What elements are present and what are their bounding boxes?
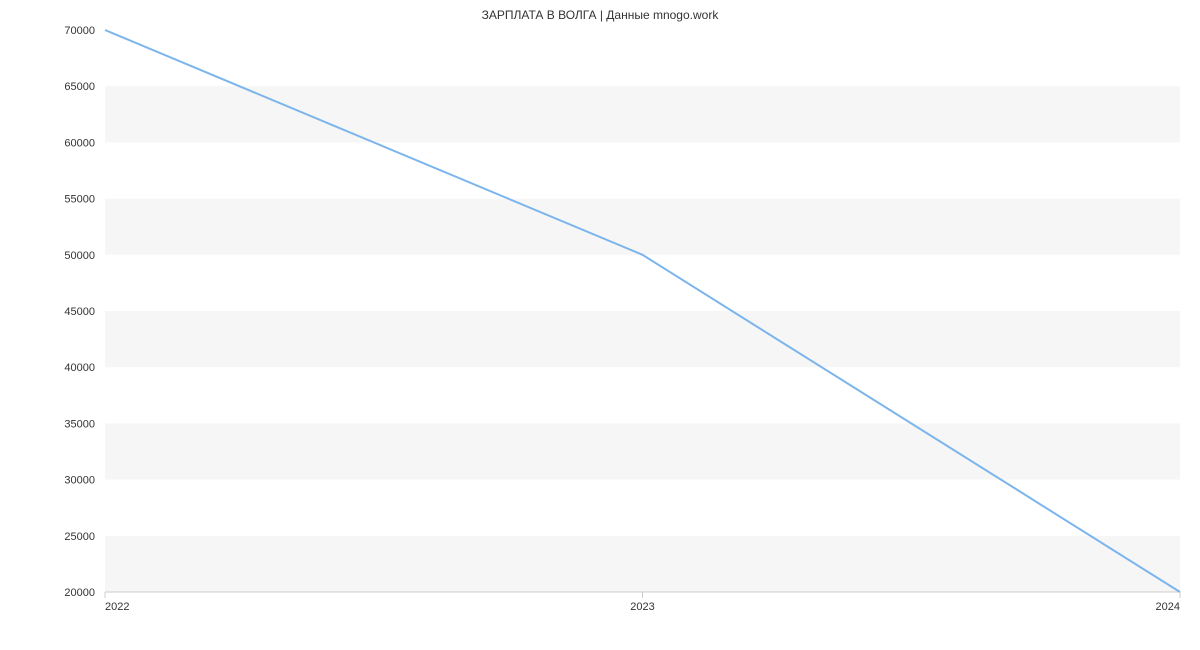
y-tick-label: 20000 [64, 587, 95, 599]
y-tick-label: 30000 [64, 475, 95, 487]
y-tick-label: 45000 [64, 306, 95, 318]
grid-band [105, 480, 1180, 536]
y-tick-label: 50000 [64, 250, 95, 262]
grid-band [105, 367, 1180, 423]
x-tick-label: 2024 [1156, 601, 1180, 613]
grid-band [105, 311, 1180, 367]
y-tick-label: 60000 [64, 137, 95, 149]
grid-band [105, 86, 1180, 142]
y-tick-label: 55000 [64, 194, 95, 206]
chart-svg: 20000 25000 30000 35000 40000 45000 50000 55000… [0, 0, 1200, 650]
grid-band [105, 199, 1180, 255]
x-tick-label: 2023 [630, 601, 654, 613]
y-tick-label: 40000 [64, 362, 95, 374]
grid-band [105, 255, 1180, 311]
grid-band [105, 30, 1180, 86]
y-tick-label: 25000 [64, 531, 95, 543]
y-tick-label: 70000 [64, 25, 95, 37]
x-tick-label: 2022 [105, 601, 129, 613]
y-tick-label: 65000 [64, 81, 95, 93]
grid-band [105, 423, 1180, 479]
grid-band [105, 536, 1180, 592]
grid-band [105, 142, 1180, 198]
line-chart: 20000 25000 30000 35000 40000 45000 50000 55000… [0, 0, 1200, 650]
y-tick-label: 35000 [64, 418, 95, 430]
